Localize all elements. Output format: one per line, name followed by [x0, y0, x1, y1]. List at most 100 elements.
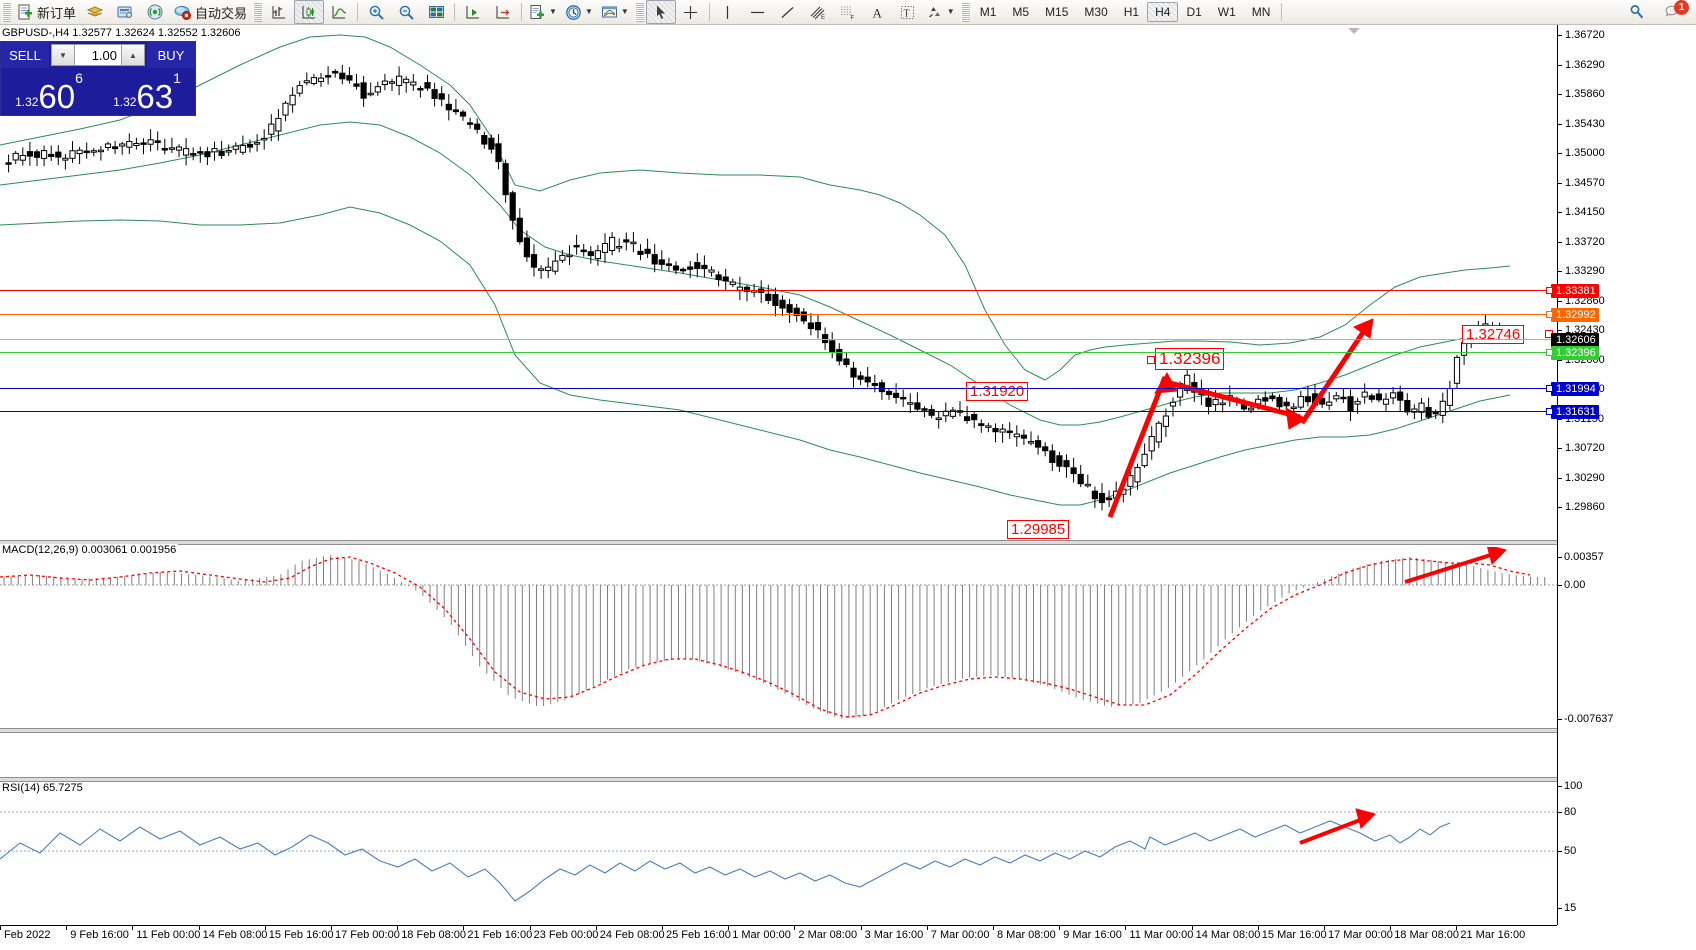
volume-stepper[interactable]: ▼ 1.00 ▲: [49, 42, 147, 68]
line-chart-icon[interactable]: [324, 0, 354, 24]
data-window-icon[interactable]: [421, 0, 451, 24]
candle: [374, 86, 381, 93]
auto-trading-button[interactable]: 自动交易: [170, 0, 251, 24]
bar-chart-icon[interactable]: [264, 0, 294, 24]
sell-price[interactable]: 1.32 60 6: [1, 68, 97, 115]
tab-timeframe-m1[interactable]: M1: [979, 5, 997, 19]
crosshair-icon[interactable]: [676, 0, 706, 24]
level-line-support-green[interactable]: [0, 352, 1557, 353]
macd-indicator-label[interactable]: MACD(12,26,9) 0.003061 0.001956: [0, 544, 179, 556]
price-pane-canvas[interactable]: [0, 25, 1557, 540]
macd-pane-canvas[interactable]: [0, 547, 1557, 727]
equidistant-channel-icon[interactable]: E: [803, 0, 833, 24]
candle: [360, 82, 367, 99]
search-icon[interactable]: [1622, 0, 1652, 24]
candle: [104, 143, 112, 148]
volume-down-icon[interactable]: ▼: [51, 44, 75, 66]
shapes-icon[interactable]: ▼: [923, 0, 959, 24]
volume-up-icon[interactable]: ▲: [121, 44, 145, 66]
toolbar-grip[interactable]: [2, 2, 11, 22]
candle: [232, 145, 239, 150]
toolbar-grip-2[interactable]: [253, 2, 263, 22]
candlestick-icon[interactable]: [294, 0, 325, 24]
label-icon[interactable]: T: [893, 0, 923, 24]
periods-dropdown-icon[interactable]: ▼: [584, 7, 593, 16]
indicators-icon[interactable]: ▼: [525, 0, 561, 24]
candle: [822, 334, 829, 344]
price-tag-support-blue-1[interactable]: 1.31994: [1551, 382, 1599, 396]
candle: [1248, 407, 1255, 411]
candle: [1070, 467, 1077, 475]
buy-button[interactable]: BUY: [147, 42, 195, 68]
candle: [1148, 436, 1155, 452]
tab-timeframe-m15[interactable]: M15: [1045, 5, 1069, 19]
fibonacci-icon[interactable]: F: [833, 0, 863, 24]
buy-price[interactable]: 1.32 63 1: [99, 68, 195, 115]
price-tag-handle[interactable]: [1546, 311, 1553, 318]
candle: [90, 150, 97, 153]
templates-dropdown-icon[interactable]: ▼: [620, 7, 629, 16]
tab-timeframe-m30[interactable]: M30: [1084, 5, 1108, 19]
candle: [552, 260, 559, 272]
annot-low[interactable]: 1.29985: [1007, 520, 1070, 539]
autoscroll-icon[interactable]: [458, 0, 488, 24]
cursor-icon[interactable]: [645, 0, 676, 24]
price-axis[interactable]: 1.36720 1.36290 1.35860 1.35430 1.35000 1.345…: [1546, 25, 1696, 540]
price-tick-mark: [1558, 330, 1562, 331]
new-order-button[interactable]: 新订单: [13, 0, 80, 24]
toolbar-separator-3: [521, 3, 523, 21]
annot-target-top[interactable]: 1.32746: [1462, 325, 1525, 344]
signals-icon[interactable]: [140, 0, 170, 24]
time-tick-label: 9 Feb 16:00: [70, 929, 129, 941]
tab-timeframe-h4[interactable]: H4: [1147, 2, 1179, 22]
chart-container[interactable]: GBPUSD-,H4 1.32577 1.32624 1.32552 1.326…: [0, 25, 1696, 950]
level-line-support-blue-2[interactable]: [0, 411, 1557, 412]
rsi-pane-canvas[interactable]: [0, 783, 1557, 923]
annot-pivot[interactable]: 1.31920: [966, 382, 1029, 401]
price-tag-handle[interactable]: [1546, 287, 1553, 294]
annot-target-mid-handle[interactable]: [1147, 356, 1155, 364]
candle: [1049, 450, 1056, 463]
periods-icon[interactable]: ▼: [561, 0, 597, 24]
candle: [1304, 396, 1312, 403]
alerts-icon[interactable]: 1: [1658, 0, 1689, 23]
tab-timeframe-m5[interactable]: M5: [1012, 5, 1030, 19]
price-tag-handle[interactable]: [1546, 349, 1553, 356]
vertical-line-icon[interactable]: [713, 0, 743, 24]
chart-shift-icon[interactable]: [488, 0, 518, 24]
toolbar-grip-4[interactable]: [960, 2, 970, 22]
candle: [1063, 460, 1070, 468]
one-click-trading-panel[interactable]: SELL ▼ 1.00 ▲ BUY 1.32 60 6 1.32 63: [0, 41, 196, 116]
price-tag-support-blue-2[interactable]: 1.31631: [1551, 405, 1599, 419]
terminal-icon[interactable]: [110, 0, 140, 24]
trendline-icon[interactable]: [773, 0, 803, 24]
shapes-dropdown-icon[interactable]: ▼: [946, 7, 955, 16]
tab-timeframe-d1[interactable]: D1: [1186, 5, 1202, 19]
time-axis[interactable]: Feb 2022 9 Feb 16:00 11 Feb 00:00 14 Feb 08…: [0, 925, 1557, 948]
text-icon[interactable]: A: [863, 0, 893, 24]
rsi-indicator-label[interactable]: RSI(14) 65.7275: [0, 782, 85, 794]
price-tag-resistance-red[interactable]: 1.33381: [1551, 284, 1599, 298]
tab-timeframe-w1[interactable]: W1: [1217, 5, 1236, 19]
price-tag-handle[interactable]: [1546, 408, 1553, 415]
horizontal-line-icon[interactable]: [743, 0, 773, 24]
sell-button[interactable]: SELL: [1, 42, 49, 68]
price-tag-resistance-orange[interactable]: 1.32992: [1551, 308, 1599, 322]
templates-icon[interactable]: ▼: [597, 0, 633, 24]
toolbar-grip-3[interactable]: [634, 2, 644, 22]
zoom-in-icon[interactable]: [361, 0, 391, 24]
profile-icon[interactable]: [80, 0, 110, 24]
indicators-dropdown-icon[interactable]: ▼: [549, 7, 557, 16]
price-tag-current-price[interactable]: 1.32606: [1551, 333, 1599, 347]
zoom-out-icon[interactable]: [391, 0, 421, 24]
volume-input[interactable]: 1.00: [75, 44, 121, 66]
chart-shift-marker[interactable]: [1348, 28, 1360, 34]
price-tag-handle[interactable]: [1546, 385, 1553, 392]
price-tag-support-green[interactable]: 1.32396: [1551, 346, 1599, 360]
annot-target-mid[interactable]: 1.32396: [1155, 348, 1225, 370]
level-line-resistance-orange[interactable]: [0, 314, 1557, 315]
level-line-support-blue-1[interactable]: [0, 388, 1557, 389]
tab-timeframe-h1[interactable]: H1: [1123, 5, 1140, 19]
level-line-resistance-red[interactable]: [0, 290, 1557, 291]
tab-timeframe-mn[interactable]: MN: [1251, 5, 1271, 19]
